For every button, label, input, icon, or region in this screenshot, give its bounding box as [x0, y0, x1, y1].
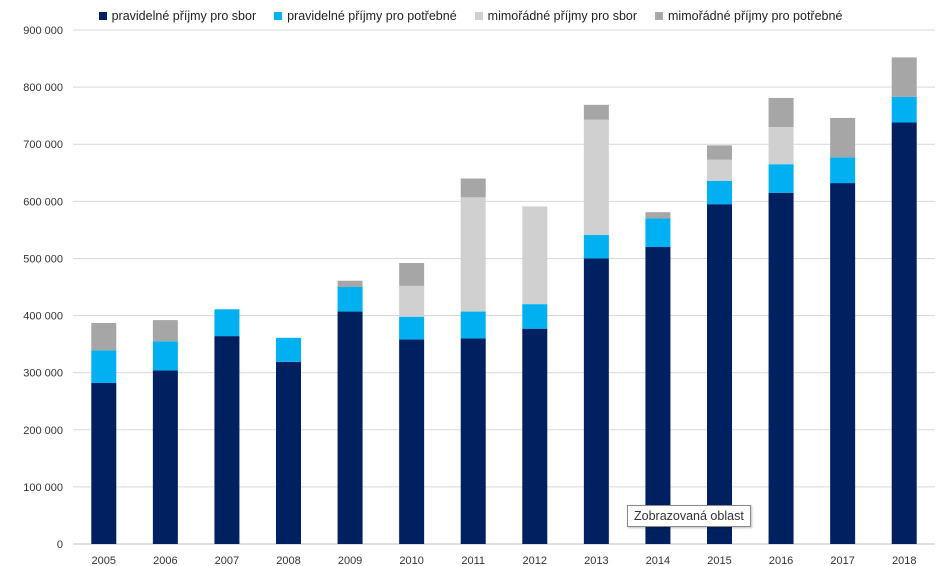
legend: pravidelné příjmy pro sbor pravidelné př… [0, 9, 941, 23]
x-tick-label: 2011 [461, 555, 485, 566]
bar-segment [337, 311, 363, 544]
bar-segment [583, 235, 609, 259]
bar-segment [214, 336, 240, 544]
bars [91, 57, 917, 545]
tooltip: Zobrazovaná oblast [627, 505, 751, 527]
bar-segment [707, 145, 732, 160]
bar-segment [460, 178, 486, 198]
bar-segment [522, 206, 548, 305]
x-tick-label: 2016 [769, 555, 793, 566]
bar-segment [152, 320, 178, 342]
bar-segment [645, 218, 671, 248]
bar-segment [91, 322, 117, 351]
bar-segment [399, 339, 425, 544]
bar-segment [830, 183, 856, 544]
legend-swatch [98, 12, 107, 20]
y-tick-label: 300 000 [23, 368, 63, 380]
bar-segment [337, 280, 363, 287]
bar-segment [152, 370, 178, 544]
bar-segment [830, 117, 856, 158]
legend-item-regular-needy: pravidelné příjmy pro potřebné [274, 9, 457, 23]
legend-item-extra-needy: mimořádné příjmy pro potřebné [655, 9, 842, 23]
bar-segment [768, 164, 794, 193]
x-tick-label: 2014 [646, 555, 670, 566]
bar-segment [768, 192, 794, 544]
x-tick-label: 2009 [338, 555, 362, 566]
bar-segment [522, 328, 548, 544]
legend-label: mimořádné příjmy pro sbor [487, 9, 638, 23]
x-tick-label: 2013 [584, 555, 608, 566]
bar-segment [399, 316, 425, 340]
bar-segment [460, 311, 486, 339]
y-tick-label: 800 000 [23, 82, 63, 94]
x-tick-label: 2018 [892, 555, 916, 566]
bar-segment [891, 57, 917, 97]
legend-item-regular-church: pravidelné příjmy pro sbor [98, 9, 257, 23]
bar-segment [645, 247, 671, 544]
bar-segment [276, 337, 301, 362]
legend-label: pravidelné příjmy pro sbor [111, 9, 257, 23]
legend-label: mimořádné příjmy pro potřebné [668, 9, 843, 23]
bar-segment [583, 104, 609, 120]
bar-segment [583, 258, 609, 544]
bar-segment [768, 127, 794, 165]
x-tick-label: 2007 [215, 555, 239, 566]
x-tick-label: 2005 [92, 555, 116, 566]
bar-segment [399, 285, 425, 317]
bar-segment [768, 97, 794, 128]
legend-swatch [655, 12, 664, 20]
x-tick-label: 2010 [399, 555, 423, 566]
y-tick-label: 900 000 [23, 25, 63, 37]
x-tick-label: 2012 [523, 555, 547, 566]
x-tick-label: 2015 [707, 555, 731, 566]
legend-label: pravidelné příjmy pro potřebné [287, 9, 457, 23]
bar-segment [91, 382, 117, 544]
bar-segment [583, 119, 609, 236]
y-tick-label: 200 000 [23, 425, 63, 437]
bar-segment [522, 304, 548, 329]
bar-segment [152, 341, 178, 371]
x-tick-label: 2008 [276, 555, 300, 566]
bar-segment [891, 122, 917, 545]
bar-segment [645, 212, 671, 219]
y-tick-label: 500 000 [23, 253, 63, 265]
gridlines [73, 29, 935, 545]
bar-segment [707, 180, 732, 205]
bar-segment [460, 338, 486, 544]
bar-segment [91, 350, 117, 383]
legend-swatch [474, 12, 483, 20]
x-tick-label: 2017 [830, 555, 854, 566]
axis-labels: 0 100 000 200 000 300 000 400 000 500 000 600 … [23, 25, 916, 566]
bar-segment [399, 263, 425, 286]
y-tick-label: 400 000 [23, 311, 63, 323]
x-tick-label: 2006 [153, 555, 177, 566]
y-tick-label: 100 000 [23, 482, 63, 494]
bar-segment [707, 204, 732, 544]
bar-segment [337, 287, 363, 312]
y-tick-label: 0 [57, 539, 63, 551]
bar-segment [707, 159, 732, 181]
bar-segment [830, 157, 856, 184]
y-tick-label: 700 000 [23, 139, 63, 151]
bar-segment [214, 309, 240, 337]
legend-swatch [274, 12, 283, 20]
y-tick-label: 600 000 [23, 196, 63, 208]
bar-segment [276, 361, 301, 544]
bar-segment [891, 96, 917, 123]
legend-item-extra-church: mimořádné příjmy pro sbor [474, 9, 638, 23]
bar-segment [460, 197, 486, 312]
